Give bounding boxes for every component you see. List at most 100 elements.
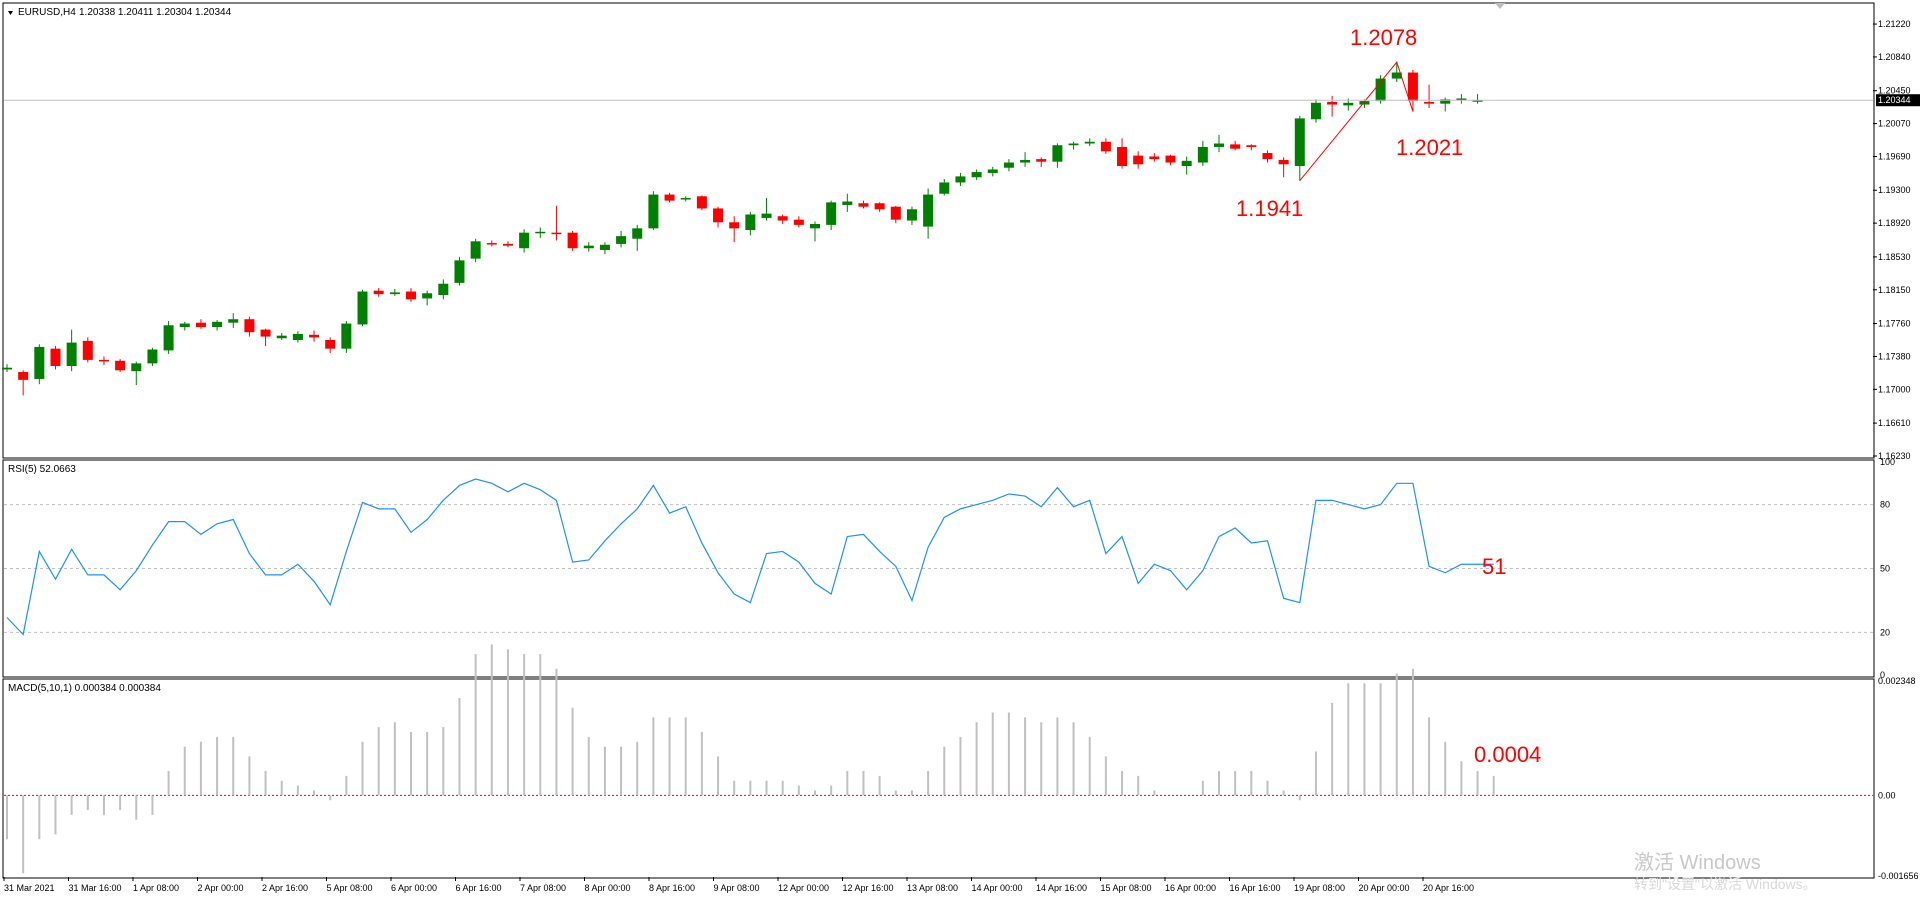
candle-body: [147, 349, 158, 364]
price-tick-label: 1.20450: [1878, 86, 1911, 96]
candle-body: [1165, 155, 1176, 163]
candle-body: [486, 243, 497, 245]
candle-body: [842, 201, 853, 205]
candle-body: [551, 232, 562, 235]
ohlc-label: 1.20338 1.20411 1.20304 1.20344: [79, 7, 232, 18]
candle-body: [438, 283, 449, 295]
time-tick-label: 9 Apr 08:00: [714, 883, 760, 893]
candle-body: [987, 169, 998, 173]
time-tick-label: 31 Mar 16:00: [69, 883, 122, 893]
candle-body: [98, 359, 109, 362]
candle-body: [163, 325, 174, 351]
candle-body: [244, 319, 255, 333]
candle-body: [50, 348, 61, 366]
candle-body: [195, 322, 206, 328]
candle-body: [971, 172, 982, 178]
rsi-tick-label: 100: [1880, 457, 1895, 467]
shift-marker-icon[interactable]: [1495, 3, 1505, 9]
candle-body: [745, 214, 756, 231]
candle-body: [826, 202, 837, 225]
candle-body: [955, 176, 966, 183]
candle-body: [1181, 160, 1192, 167]
price-tick-label: 1.18920: [1878, 218, 1911, 228]
candle-body: [470, 241, 481, 259]
candle-body: [1036, 159, 1047, 162]
time-tick-label: 31 Mar 2021: [4, 883, 55, 893]
candle-body: [923, 194, 934, 227]
candle-body: [18, 372, 29, 380]
candle-body: [228, 319, 239, 323]
candle-body: [519, 232, 530, 249]
candle-body: [325, 340, 336, 349]
candle-body: [82, 340, 93, 360]
price-tick-label: 1.20070: [1878, 119, 1911, 129]
candle-body: [1003, 162, 1014, 168]
candle-body: [1246, 145, 1257, 147]
candle-body: [1472, 100, 1483, 102]
candle-body: [212, 321, 223, 328]
candle-body: [179, 323, 190, 328]
candle-body: [2, 367, 12, 370]
candle-body: [1391, 72, 1402, 79]
time-tick-label: 14 Apr 16:00: [1036, 883, 1087, 893]
candle-body: [276, 335, 287, 339]
time-tick-label: 7 Apr 08:00: [520, 883, 566, 893]
candle-body: [713, 208, 724, 223]
latest-low-annotation: 1.2021: [1396, 135, 1463, 160]
candle-body: [1262, 153, 1273, 160]
price-tick-label: 1.16610: [1878, 418, 1911, 428]
candle-body: [1214, 143, 1224, 147]
candle-body: [422, 293, 433, 299]
candle-body: [616, 236, 627, 244]
price-tick-label: 1.18150: [1878, 285, 1911, 295]
candle-body: [858, 203, 869, 207]
candle-body: [696, 196, 707, 209]
price-axis: 1.21220 1.20840 1.20450 1.20070 1.19690 1.193…: [1873, 19, 1911, 461]
time-tick-label: 2 Apr 00:00: [198, 883, 244, 893]
macd-panel[interactable]: [2, 678, 1875, 879]
candle-body: [761, 213, 772, 218]
time-tick-label: 19 Apr 08:00: [1294, 883, 1345, 893]
candle-body: [729, 222, 740, 229]
collapse-arrow-icon[interactable]: [8, 11, 13, 15]
time-tick-label: 15 Apr 08:00: [1101, 883, 1152, 893]
time-tick-label: 6 Apr 16:00: [456, 883, 502, 893]
candle-body: [260, 329, 271, 337]
price-panel[interactable]: [2, 2, 1875, 459]
macd-axis: 0.002348 0.00 -0.001656: [4, 676, 1919, 881]
candle-body: [1020, 159, 1031, 163]
time-tick-label: 14 Apr 00:00: [972, 883, 1023, 893]
rsi-layer: [6, 478, 1494, 636]
rsi-value-annotation: 51: [1482, 554, 1506, 579]
time-tick-label: 20 Apr 00:00: [1359, 883, 1410, 893]
time-tick-label: 16 Apr 16:00: [1230, 883, 1281, 893]
price-tick-label: 1.17000: [1878, 384, 1911, 394]
candle-body: [454, 260, 465, 283]
rsi-series-line: [6, 478, 1494, 636]
candle-body: [1100, 141, 1111, 152]
price-tick-label: 1.18530: [1878, 252, 1911, 262]
candle-body: [583, 245, 594, 249]
candle-body: [1197, 146, 1208, 163]
time-tick-label: 12 Apr 16:00: [843, 883, 894, 893]
price-tick-label: 1.19690: [1878, 151, 1911, 161]
macd-tick-label: 0.002348: [1878, 676, 1916, 686]
candle-body: [1149, 156, 1160, 160]
time-tick-label: 5 Apr 08:00: [327, 883, 373, 893]
rsi-panel[interactable]: [2, 459, 1875, 678]
candle-body: [1407, 72, 1418, 102]
time-tick-label: 6 Apr 00:00: [391, 883, 437, 893]
candle-body: [1343, 102, 1354, 106]
candle-body: [664, 194, 675, 201]
candle-body: [599, 244, 610, 250]
zigzag-layer: [1299, 61, 1414, 182]
current-price-label: 1.20344: [1878, 95, 1911, 105]
candle-body: [793, 219, 804, 225]
candle-body: [406, 291, 416, 300]
candle-body: [1133, 155, 1144, 165]
candle-body: [1084, 141, 1095, 144]
candle-body: [1375, 78, 1386, 102]
time-tick-label: 2 Apr 16:00: [262, 883, 308, 893]
candle-body: [535, 231, 546, 234]
